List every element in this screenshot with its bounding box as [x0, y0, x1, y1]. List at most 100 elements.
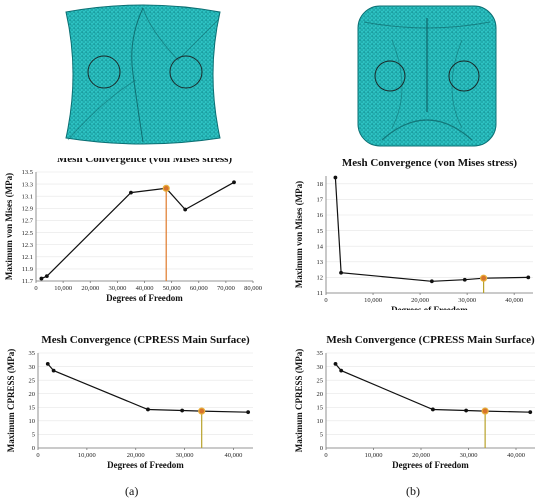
data-point: [232, 180, 236, 185]
y-tick-label: 20: [29, 391, 36, 398]
y-tick-label: 15: [29, 404, 36, 411]
x-tick-label: 40,000: [507, 452, 525, 459]
x-tick-label: 30,000: [176, 452, 194, 459]
x-tick-label: 0: [34, 285, 37, 292]
y-tick-label: 13: [317, 259, 324, 266]
y-tick-label: 5: [320, 432, 323, 439]
y-tick-label: 10: [29, 418, 36, 425]
y-tick-label: 12.5: [22, 230, 33, 237]
x-tick-label: 10,000: [365, 452, 383, 459]
highlight-point: [162, 184, 170, 192]
x-tick-label: 30,000: [458, 297, 476, 304]
x-tick-label: 10,000: [78, 452, 96, 459]
x-tick-label: 40,000: [225, 452, 243, 459]
data-point: [129, 190, 133, 195]
x-tick-label: 50,000: [163, 285, 181, 292]
chart-title: Mesh Convergence (CPRESS Main Surface): [41, 334, 250, 346]
data-point: [45, 361, 50, 366]
mesh-contact-circle-right: [169, 55, 203, 89]
x-tick-label: 20,000: [412, 452, 430, 459]
x-tick-label: 30,000: [460, 452, 478, 459]
mesh-model-b: [357, 5, 497, 147]
data-point: [339, 368, 344, 373]
chart-a-cpress: Mesh Convergence (CPRESS Main Surface) 0 5…: [6, 334, 253, 470]
chart-b-cpress: Mesh Convergence (CPRESS Main Surface) 0 5…: [294, 334, 535, 470]
y-tick-label: 12.1: [22, 254, 33, 261]
data-point: [183, 207, 188, 212]
y-tick-label: 17: [317, 197, 324, 204]
data-point: [464, 408, 469, 413]
data-point: [430, 407, 435, 412]
x-tick-label: 40,000: [136, 285, 154, 292]
x-tick-label: 10,000: [54, 285, 72, 292]
y-tick-label: 12.3: [22, 242, 33, 249]
data-point: [180, 408, 185, 413]
y-tick-label: 14: [317, 243, 324, 250]
y-tick-label: 25: [29, 377, 36, 384]
data-point: [333, 175, 338, 180]
data-point: [44, 274, 49, 279]
x-tick-label: 0: [324, 297, 327, 304]
x-axis-label: Degrees of Freedom: [107, 460, 184, 470]
x-tick-label: 20,000: [81, 285, 99, 292]
x-tick-label: 20,000: [127, 452, 145, 459]
x-tick-label: 0: [324, 452, 327, 459]
y-tick-label: 11.9: [22, 266, 33, 273]
series-line: [47, 363, 249, 413]
data-point: [528, 410, 533, 415]
data-point: [462, 277, 467, 282]
y-axis-label: Maximum CPRESS (MPa): [6, 349, 16, 453]
mesh-body-a: [65, 4, 221, 145]
y-axis-label: Maximum von Mises (MPa): [4, 173, 14, 280]
series-line: [335, 363, 531, 413]
y-tick-label: 35: [29, 350, 36, 357]
data-point: [146, 407, 150, 412]
series-line: [334, 177, 529, 282]
chart-b-von-mises: Mesh Convergence (von Mises stress) 11 12 1…: [294, 158, 533, 310]
mesh-contact-circle-left: [87, 55, 121, 89]
highlight-point: [481, 407, 489, 415]
data-point: [51, 368, 56, 373]
x-axis-label: Degrees of Freedom: [392, 460, 469, 470]
y-tick-label: 11: [317, 290, 323, 297]
y-tick-label: 18: [317, 181, 324, 188]
x-tick-label: 10,000: [364, 297, 382, 304]
y-tick-label: 0: [320, 445, 323, 452]
y-tick-label: 12: [317, 275, 324, 282]
x-tick-label: 60,000: [190, 285, 208, 292]
highlight-point: [198, 407, 206, 415]
x-tick-label: 20,000: [411, 297, 429, 304]
x-tick-label: 40,000: [505, 297, 523, 304]
y-tick-label: 30: [317, 364, 324, 371]
data-point: [339, 270, 343, 275]
series-line: [41, 181, 235, 280]
data-point: [526, 275, 531, 280]
x-tick-label: 0: [36, 452, 39, 459]
y-tick-label: 5: [32, 432, 35, 439]
y-tick-label: 25: [317, 377, 324, 384]
y-axis-label: Maximum von Mises (MPa): [294, 181, 304, 288]
mesh-contact-circle-left: [374, 60, 406, 92]
x-axis-label: Degrees of Freedom: [391, 305, 468, 310]
chart-title: Mesh Convergence (von Mises stress): [57, 158, 232, 165]
y-tick-label: 35: [317, 350, 324, 357]
mesh-contact-circle-right: [448, 60, 480, 92]
y-tick-label: 16: [317, 212, 324, 219]
y-axis-label: Maximum CPRESS (MPa): [294, 349, 304, 453]
y-tick-label: 15: [317, 228, 324, 235]
data-point: [39, 276, 44, 281]
x-tick-label: 30,000: [108, 285, 126, 292]
caption-b: (b): [406, 484, 420, 498]
x-axis-label: Degrees of Freedom: [106, 293, 183, 303]
caption-a: (a): [125, 484, 139, 498]
y-tick-label: 30: [29, 364, 36, 371]
y-tick-label: 12.7: [22, 218, 34, 225]
y-tick-label: 0: [32, 445, 35, 452]
chart-title: Mesh Convergence (von Mises stress): [342, 158, 517, 169]
y-tick-label: 12.9: [22, 206, 33, 213]
y-tick-label: 13.3: [22, 181, 33, 188]
y-tick-label: 10: [317, 418, 324, 425]
x-tick-label: 80,000: [244, 285, 262, 292]
highlight-point: [480, 274, 488, 282]
y-tick-label: 11.7: [22, 278, 34, 285]
